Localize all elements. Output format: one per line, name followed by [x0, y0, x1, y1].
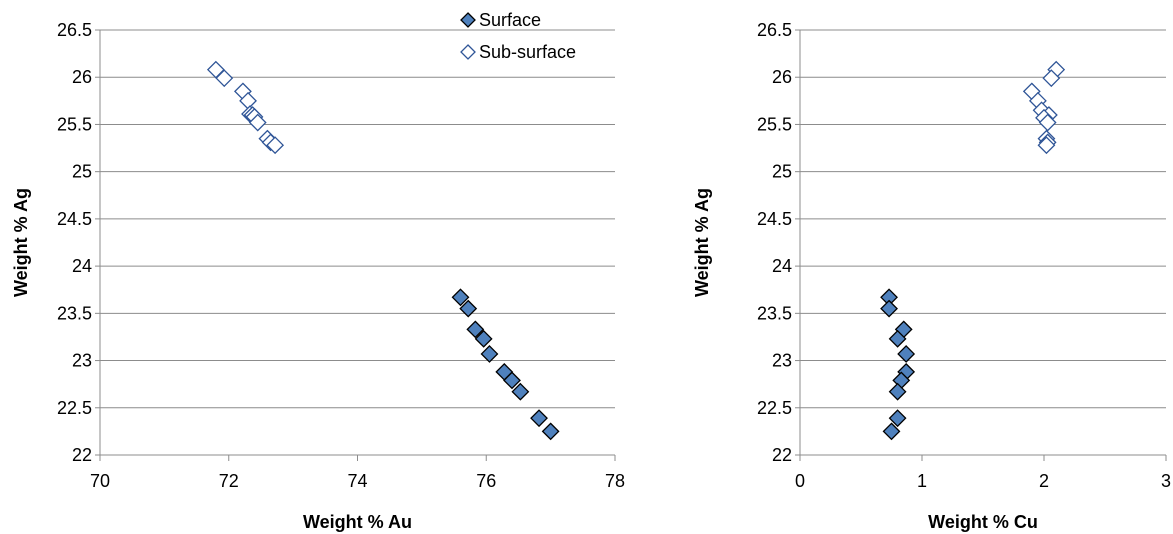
- data-point-sub-surface: [1042, 69, 1061, 88]
- series-sub-surface: [206, 60, 285, 155]
- y-tick-label: 23.5: [57, 303, 92, 323]
- y-axis-title: Weight % Ag: [11, 188, 31, 297]
- y-tick-label: 24: [72, 256, 92, 276]
- data-point-surface: [451, 288, 470, 307]
- data-point-surface: [880, 299, 898, 318]
- legend-label: Surface: [479, 10, 541, 30]
- x-tick-label: 72: [219, 471, 239, 491]
- data-point-surface: [888, 329, 907, 348]
- series-surface: [880, 288, 916, 441]
- x-axis-title: Weight % Au: [303, 512, 412, 532]
- y-axis-title: Weight % Ag: [692, 188, 712, 297]
- data-point-surface: [480, 345, 499, 363]
- y-tick-label: 26: [772, 67, 792, 87]
- series-sub-surface: [1022, 60, 1066, 155]
- data-point-sub-surface: [248, 113, 267, 132]
- y-tick-label: 25: [72, 162, 92, 182]
- data-point-sub-surface: [1037, 136, 1056, 155]
- chart-au-vs-ag: 22 22.5 23 23.5 24 24.5 25 25.5 26 26.5 70 72 74 76 78…: [11, 10, 625, 532]
- y-tick-label: 25: [772, 162, 792, 182]
- x-tick-label: 76: [476, 471, 496, 491]
- data-point-surface: [541, 422, 560, 441]
- x-tick-label: 70: [90, 471, 110, 491]
- y-tick-label: 26.5: [57, 20, 92, 40]
- y-tick-label: 23.5: [757, 303, 792, 323]
- data-point-surface: [511, 382, 530, 401]
- series-surface: [451, 288, 560, 441]
- y-tick-label: 26: [72, 67, 92, 87]
- legend-label: Sub-surface: [479, 42, 576, 62]
- x-tick-label: 74: [347, 471, 367, 491]
- x-tick-label: 3: [1161, 471, 1171, 491]
- data-point-surface: [888, 382, 907, 401]
- data-point-surface: [897, 345, 916, 363]
- data-point-sub-surface: [266, 136, 285, 155]
- y-tick-label: 22.5: [57, 398, 92, 418]
- y-tick-label: 22.5: [757, 398, 792, 418]
- data-point-surface: [530, 409, 548, 428]
- legend: Surface Sub-surface: [460, 10, 576, 62]
- data-point-sub-surface: [1038, 113, 1057, 132]
- y-tick-label: 22: [772, 445, 792, 465]
- y-tick-label: 23: [72, 351, 92, 371]
- data-point-surface: [882, 422, 901, 441]
- legend-marker-surface: [460, 12, 476, 28]
- y-tick-label: 22: [72, 445, 92, 465]
- y-tick-label: 24.5: [757, 209, 792, 229]
- data-point-surface: [888, 409, 907, 428]
- data-point-surface: [459, 299, 478, 318]
- y-tick-label: 26.5: [757, 20, 792, 40]
- legend-marker-sub-surface: [460, 44, 476, 60]
- data-point-surface: [474, 329, 493, 348]
- data-point-surface: [466, 320, 485, 339]
- y-tick-label: 25.5: [57, 114, 92, 134]
- x-axis-title: Weight % Cu: [928, 512, 1038, 532]
- data-point-surface: [503, 371, 521, 390]
- y-tick-label: 24: [772, 256, 792, 276]
- y-tick-label: 24.5: [57, 209, 92, 229]
- y-tick-label: 25.5: [757, 114, 792, 134]
- data-point-sub-surface: [215, 69, 234, 88]
- x-tick-label: 78: [605, 471, 625, 491]
- x-tick-label: 2: [1039, 471, 1049, 491]
- x-tick-label: 1: [917, 471, 927, 491]
- y-tick-label: 23: [772, 351, 792, 371]
- x-tick-label: 0: [795, 471, 805, 491]
